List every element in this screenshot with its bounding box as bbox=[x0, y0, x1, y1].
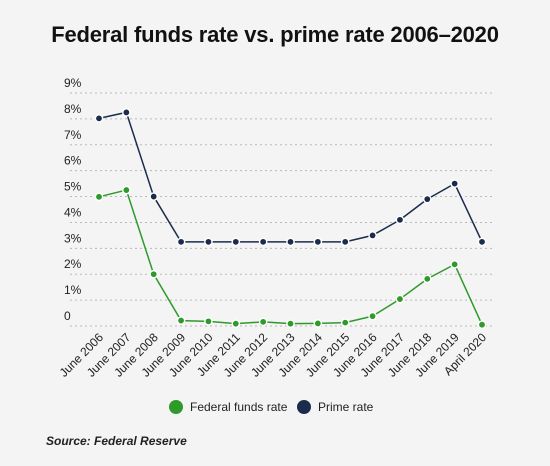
data-point bbox=[176, 316, 186, 325]
data-point bbox=[477, 237, 487, 247]
data-point bbox=[450, 179, 459, 188]
data-point bbox=[149, 192, 159, 201]
data-point bbox=[313, 319, 323, 328]
legend-label: Prime rate bbox=[318, 400, 374, 414]
data-point bbox=[450, 260, 459, 269]
data-point bbox=[368, 231, 377, 240]
data-point bbox=[204, 317, 213, 326]
y-tick-label: 6% bbox=[64, 154, 82, 168]
data-point bbox=[286, 319, 295, 328]
y-tick-label: 2% bbox=[64, 257, 82, 271]
series-lines bbox=[94, 108, 487, 330]
data-point bbox=[204, 237, 213, 247]
data-point bbox=[258, 317, 268, 327]
legend-marker bbox=[169, 400, 183, 414]
data-point bbox=[94, 114, 104, 123]
legend: Federal funds rate Prime rate bbox=[169, 400, 374, 414]
y-tick-label: 7% bbox=[64, 128, 82, 142]
y-tick-label: 9% bbox=[64, 76, 82, 90]
data-point bbox=[176, 237, 186, 247]
data-point bbox=[313, 237, 323, 247]
legend-marker bbox=[297, 400, 311, 414]
y-tick-label: 4% bbox=[64, 205, 82, 219]
data-point bbox=[122, 108, 131, 117]
source-note: Source: Federal Reserve bbox=[46, 434, 187, 448]
data-point bbox=[477, 320, 487, 330]
data-point bbox=[231, 237, 241, 247]
data-point bbox=[94, 192, 104, 202]
y-tick-label: 0 bbox=[64, 309, 71, 323]
data-point bbox=[258, 237, 268, 247]
data-point bbox=[395, 294, 405, 304]
data-point bbox=[122, 185, 131, 195]
data-point bbox=[286, 237, 295, 247]
chart-title: Federal funds rate vs. prime rate 2006–2… bbox=[51, 22, 499, 47]
series-line-0 bbox=[98, 189, 483, 326]
y-tick-label: 5% bbox=[64, 180, 82, 194]
gridlines bbox=[70, 92, 494, 327]
y-tick-label: 3% bbox=[64, 231, 82, 245]
data-point bbox=[340, 237, 350, 247]
data-point bbox=[395, 215, 405, 225]
data-point bbox=[422, 274, 432, 284]
y-axis-ticks: 0 1% 2% 3% 4% 5% 6% 7% 8% 9% bbox=[64, 76, 82, 323]
data-point bbox=[231, 319, 241, 328]
data-point bbox=[149, 269, 159, 279]
data-point bbox=[422, 194, 432, 204]
y-tick-label: 1% bbox=[64, 283, 82, 297]
legend-label: Federal funds rate bbox=[190, 400, 288, 414]
data-point bbox=[340, 318, 350, 327]
y-tick-label: 8% bbox=[64, 102, 82, 116]
data-point bbox=[368, 311, 377, 321]
